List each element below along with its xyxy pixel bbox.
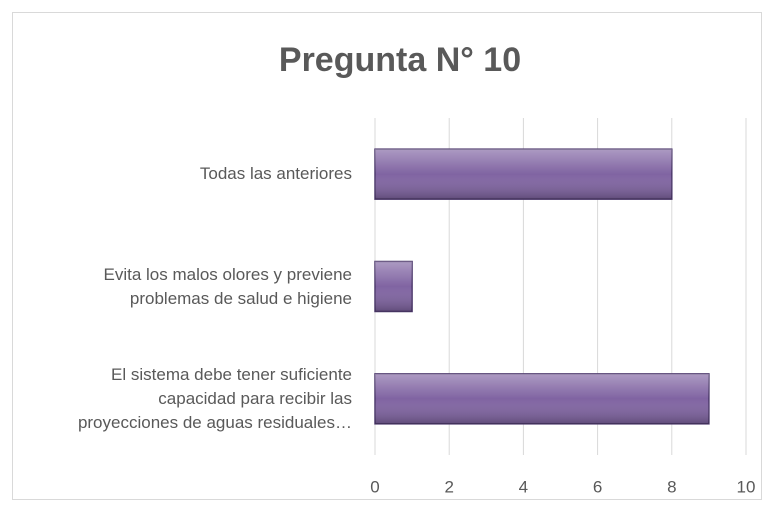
- y-tick-label: Evita los malos olores y previene proble…: [103, 264, 352, 308]
- chart-title: Pregunta N° 10: [279, 41, 521, 79]
- x-tick-label: 2: [444, 477, 453, 496]
- x-tick-label: 0: [370, 477, 379, 496]
- y-tick-label: El sistema debe tener suficiente capacid…: [77, 364, 352, 432]
- y-tick-label: Todas las anteriores: [199, 164, 352, 184]
- bar: [374, 373, 710, 425]
- x-tick-label: 4: [519, 477, 528, 496]
- bar: [374, 148, 673, 200]
- x-tick-label: 10: [737, 477, 756, 496]
- x-tick-label: 8: [667, 477, 676, 496]
- bar: [374, 260, 413, 313]
- x-tick-label: 6: [593, 477, 602, 496]
